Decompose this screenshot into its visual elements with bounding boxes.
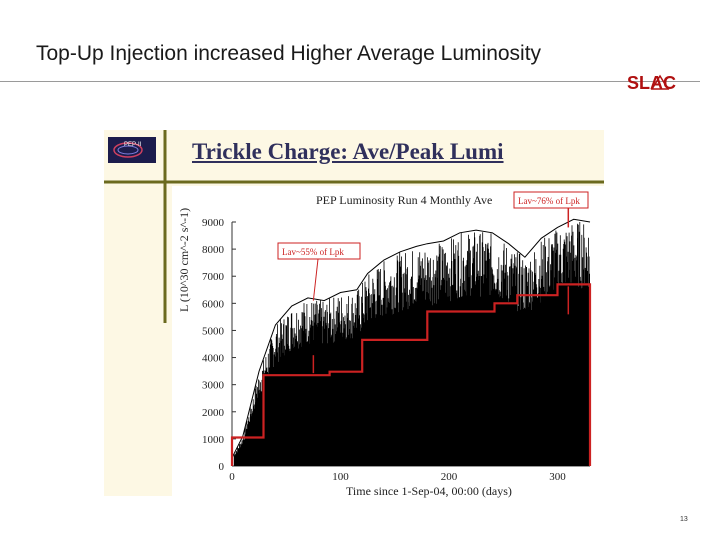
annotation-box-2 bbox=[513, 191, 589, 209]
x-tick-label: 300 bbox=[549, 471, 566, 483]
y-tick-label: 9000 bbox=[202, 217, 225, 229]
pep-ii-logo-text: PEP-II bbox=[124, 142, 142, 148]
peak-luminosity-line bbox=[231, 218, 591, 459]
x-tick-label: 0 bbox=[229, 471, 235, 483]
y-tick-label: 1000 bbox=[202, 434, 225, 446]
annotation-arrow-1 bbox=[312, 258, 319, 301]
x-tick-label: 200 bbox=[441, 471, 458, 483]
chart-title: PEP Luminosity Run 4 Monthly Ave bbox=[316, 193, 492, 207]
slac-logo-icon: SLAC bbox=[627, 73, 676, 93]
y-tick-label: 7000 bbox=[202, 271, 225, 283]
y-tick-label: 2000 bbox=[202, 407, 225, 419]
y-tick-label: 4000 bbox=[202, 353, 225, 365]
slide-title: Top-Up Injection increased Higher Averag… bbox=[36, 42, 542, 65]
y-tick-label: 5000 bbox=[202, 325, 225, 337]
annotation-text-2: Lav~76% of Lpk bbox=[518, 196, 580, 206]
x-tick-label: 100 bbox=[332, 471, 349, 483]
peak-luminosity-spikes bbox=[233, 222, 590, 466]
slac-logo: SLAC bbox=[612, 70, 692, 98]
y-tick-label: 6000 bbox=[202, 298, 225, 310]
monthly-average-step-line bbox=[230, 283, 592, 466]
embed-title: Trickle Charge: Ave/Peak Lumi bbox=[192, 139, 504, 164]
slac-logo-text: SLAC bbox=[627, 73, 676, 93]
y-axis-label: L (10^30 cm^-2 s^-1) bbox=[177, 208, 191, 312]
slide-number: 13 bbox=[680, 516, 688, 523]
title-divider bbox=[0, 81, 700, 82]
pep-ii-logo-icon: PEP-II bbox=[108, 137, 156, 163]
y-tick-label: 8000 bbox=[202, 244, 225, 256]
annotation-box-1 bbox=[277, 242, 361, 260]
x-axis-label: Time since 1-Sep-04, 00:00 (days) bbox=[346, 484, 512, 498]
y-tick-label: 0 bbox=[219, 461, 225, 473]
annotation-text-1: Lav~55% of Lpk bbox=[282, 247, 344, 257]
slac-logo-mark bbox=[650, 74, 670, 90]
y-tick-label: 3000 bbox=[202, 380, 225, 392]
